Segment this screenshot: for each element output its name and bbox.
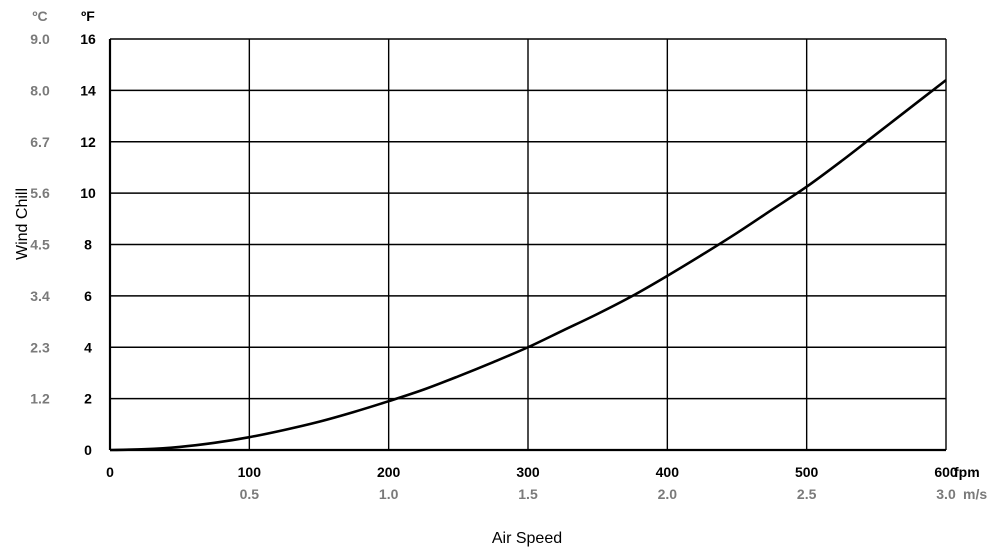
- y-tick-label: 6: [84, 288, 92, 304]
- y-secondary-tick-label: 9.0: [30, 31, 50, 47]
- x-secondary-tick-label: 2.0: [658, 486, 678, 502]
- y-secondary-tick-label: 6.7: [30, 134, 50, 150]
- y-secondary-tick-label: 4.5: [30, 237, 50, 253]
- x-secondary-tick-label: 2.5: [797, 486, 817, 502]
- wind-chill-curve: [109, 79, 947, 452]
- x-tick-label: 600: [934, 464, 958, 480]
- y-tick-label: 0: [84, 442, 92, 458]
- y-tick-label: 10: [80, 185, 96, 201]
- y-tick-label: 16: [80, 31, 96, 47]
- x-tick-label: 300: [516, 464, 540, 480]
- x-tick-label: 0: [106, 464, 114, 480]
- x-tick-label: 100: [238, 464, 262, 480]
- y-tick-label: 2: [84, 391, 92, 407]
- x-tick-label: 200: [377, 464, 401, 480]
- x-tick-label: 500: [795, 464, 819, 480]
- x-unit-label: fpm: [954, 464, 980, 480]
- y-secondary-tick-label: 8.0: [30, 82, 50, 98]
- y-secondary-tick-label: 2.3: [30, 339, 50, 355]
- grid-lines: [110, 38, 947, 450]
- y-secondary-unit-label: ºC: [32, 8, 47, 24]
- y-tick-label: 8: [84, 237, 92, 253]
- axes: [108, 39, 946, 452]
- y-tick-label: 12: [80, 134, 96, 150]
- x-tick-label: 400: [656, 464, 680, 480]
- x-secondary-tick-label: 3.0: [936, 486, 956, 502]
- y-tick-label: 4: [84, 339, 92, 355]
- y-secondary-tick-label: 1.2: [30, 391, 50, 407]
- y-axis-title: Wind Chill: [14, 188, 31, 260]
- x-secondary-unit-label: m/s: [963, 486, 987, 502]
- x-secondary-tick-label: 1.5: [518, 486, 538, 502]
- y-secondary-tick-label: 3.4: [30, 288, 50, 304]
- x-axis-title: Air Speed: [492, 530, 562, 547]
- y-secondary-tick-label: 5.6: [30, 185, 50, 201]
- tick-labels: 0 100 0.5 200 1.0 300 1.5 400 2.0 500 2.5 600 3.0 0 2 1…: [30, 31, 958, 502]
- y-tick-label: 14: [80, 82, 96, 98]
- x-secondary-tick-label: 1.0: [379, 486, 399, 502]
- y-unit-label: ºF: [81, 8, 95, 24]
- x-secondary-tick-label: 0.5: [240, 486, 260, 502]
